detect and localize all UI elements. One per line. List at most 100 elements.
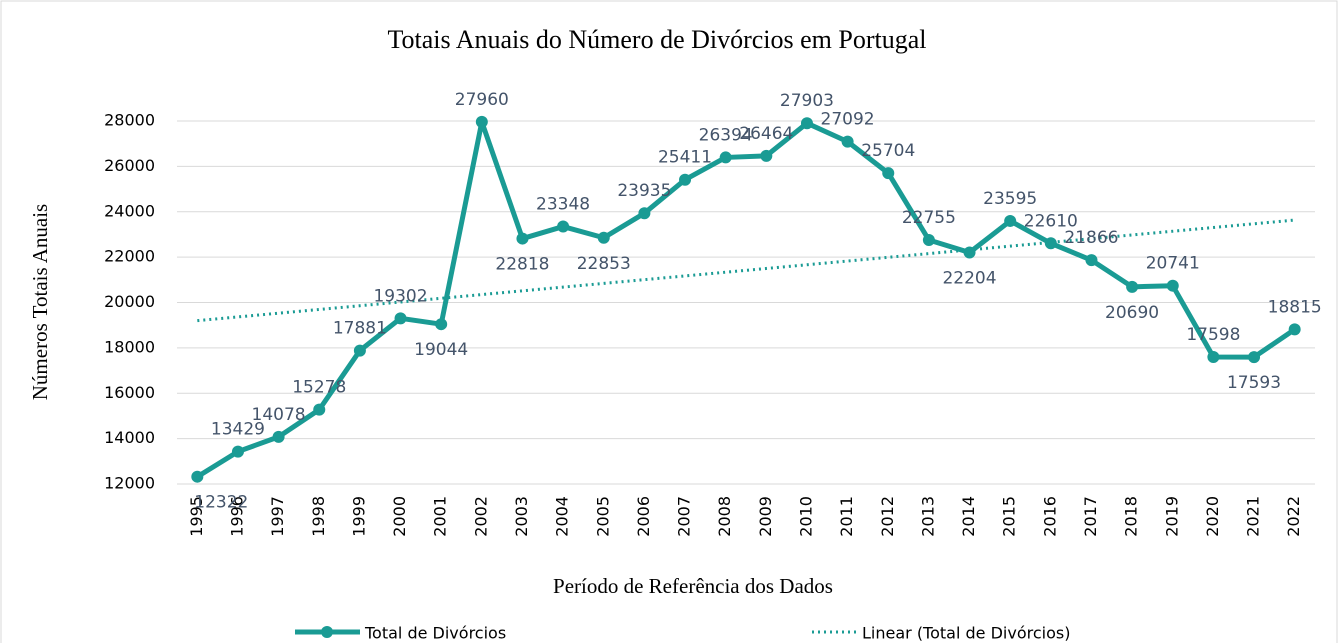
x-tick-label: 2015 [1000,496,1019,537]
data-label: 23935 [617,181,671,201]
marker [882,167,895,180]
x-tick-label: 2018 [1122,496,1141,537]
x-tick-label: 2009 [756,496,775,537]
x-tick-label: 2001 [431,496,450,537]
y-tick-label: 16000 [104,383,155,402]
y-tick-label: 12000 [104,474,155,493]
marker [394,312,407,325]
marker [800,117,813,130]
x-tick-label: 1999 [349,496,368,537]
x-tick-label: 2007 [675,496,694,537]
data-label: 21866 [1064,228,1118,248]
marker [760,149,773,162]
data-label: 19302 [373,286,427,306]
data-label: 22755 [902,208,956,228]
x-tick-label: 2017 [1081,496,1100,537]
data-label: 17881 [333,319,387,339]
data-label: 14078 [252,405,306,425]
marker [922,233,935,246]
data-label: 17598 [1186,325,1240,345]
marker [516,232,529,245]
data-label: 22853 [577,254,631,274]
marker [1288,323,1301,336]
marker [638,207,651,220]
marker [191,470,204,483]
data-label: 20741 [1146,254,1200,274]
data-label: 18815 [1268,297,1322,317]
data-label: 23595 [983,189,1037,209]
marker [1004,214,1017,227]
legend-label: Linear (Total de Divórcios) [862,624,1070,643]
data-label: 20690 [1105,303,1159,323]
data-label: 27960 [455,90,509,110]
marker [1085,254,1098,267]
y-tick-label: 28000 [104,111,155,130]
x-tick-label: 1996 [227,496,246,537]
marker [1207,350,1220,363]
x-tick-label: 2002 [471,496,490,537]
marker [841,135,854,148]
marker [719,151,732,164]
data-label: 22204 [942,268,996,288]
data-label: 27903 [780,91,834,111]
data-label: 17593 [1227,373,1281,393]
x-tick-label: 2020 [1203,496,1222,537]
data-label: 26394 [699,125,753,145]
x-tick-label: 1995 [187,496,206,537]
marker [435,318,448,331]
x-tick-label: 2013 [918,496,937,537]
data-label: 26464 [739,124,793,144]
x-tick-label: 2022 [1284,496,1303,537]
x-tick-label: 1998 [309,496,328,537]
y-axis-title: Números Totais Anuais [28,204,52,400]
marker [231,445,244,458]
x-tick-label: 2004 [553,496,572,537]
y-tick-label: 22000 [104,247,155,266]
marker [679,173,692,186]
marker [1166,279,1179,292]
y-tick-label: 26000 [104,156,155,175]
marker [353,344,366,357]
marker [1126,280,1139,293]
trendline [197,218,1295,323]
data-label: 25411 [658,148,712,168]
y-tick-label: 20000 [104,292,155,311]
marker [963,246,976,259]
x-tick-label: 2005 [593,496,612,537]
x-tick-label: 1997 [268,496,287,537]
x-tick-label: 2016 [1040,496,1059,537]
data-label: 19044 [414,340,468,360]
data-label: 27092 [821,110,875,130]
legend-marker [321,626,333,638]
marker [1044,237,1057,250]
x-tick-label: 2012 [878,496,897,537]
series-line [196,119,1297,479]
x-tick-label: 2019 [1162,496,1181,537]
marker [313,403,326,416]
marker [272,430,285,443]
y-tick-label: 24000 [104,201,155,220]
chart-title: Totais Anuais do Número de Divórcios em … [387,25,926,54]
marker [597,231,610,244]
marker [557,220,570,233]
x-tick-label: 2008 [715,496,734,537]
x-tick-label: 2003 [512,496,531,537]
data-label: 22610 [1024,211,1078,231]
data-label: 13429 [211,420,265,440]
data-label: 23348 [536,195,590,215]
marker [475,115,488,128]
marker [1248,351,1261,364]
x-tick-label: 2011 [837,496,856,537]
data-label: 15278 [292,378,346,398]
data-label: 22818 [495,255,549,275]
x-axis-title: Período de Referência dos Dados [553,574,833,598]
data-label: 25704 [861,141,915,161]
x-tick-label: 2000 [390,496,409,537]
data-label: 12322 [194,493,248,513]
y-tick-label: 18000 [104,337,155,356]
x-tick-label: 2010 [796,496,815,537]
x-tick-label: 2014 [959,496,978,537]
x-tick-label: 2006 [634,496,653,537]
